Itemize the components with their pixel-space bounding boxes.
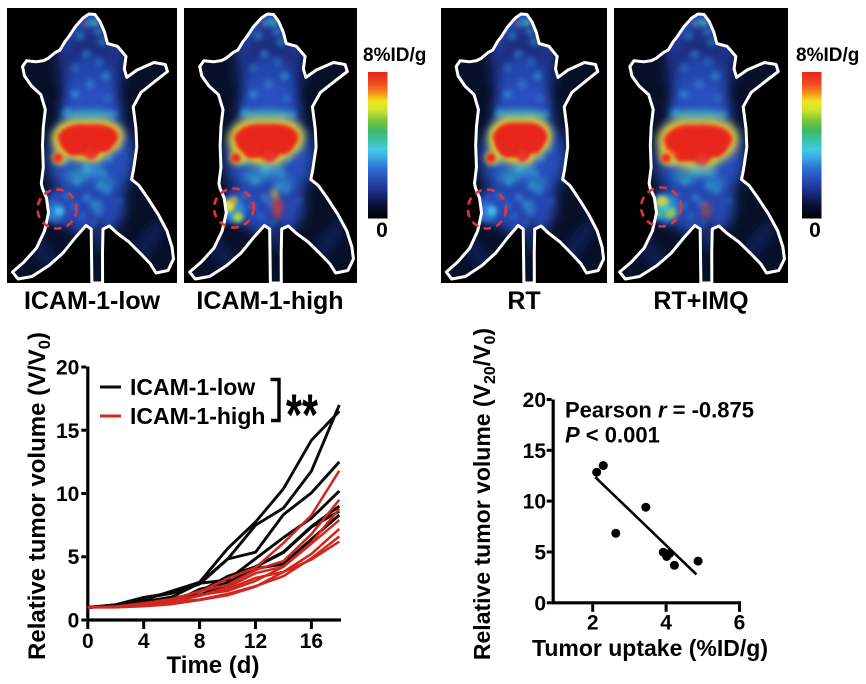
svg-text:ICAM-1-high: ICAM-1-high [196, 287, 343, 315]
svg-text:RT+IMQ: RT+IMQ [653, 287, 748, 315]
svg-text:4: 4 [660, 612, 672, 635]
svg-text:0: 0 [82, 630, 94, 653]
svg-text:0: 0 [534, 592, 546, 615]
svg-text:Tumor uptake (%ID/g): Tumor uptake (%ID/g) [532, 635, 768, 661]
svg-text:8: 8 [194, 630, 206, 653]
svg-text:2: 2 [587, 612, 599, 635]
svg-text:20: 20 [523, 389, 546, 412]
svg-text:0: 0 [376, 219, 388, 242]
svg-text:Pearson r = -0.875: Pearson r = -0.875 [565, 398, 754, 423]
svg-text:8%ID/g: 8%ID/g [363, 45, 426, 66]
svg-text:0: 0 [68, 610, 80, 633]
svg-text:ICAM-1-low: ICAM-1-low [24, 287, 161, 315]
svg-text:12: 12 [244, 630, 267, 653]
svg-text:Relative tumor volume (V/V0): Relative tumor volume (V/V0) [24, 332, 54, 660]
svg-text:15: 15 [523, 440, 547, 463]
svg-text:RT: RT [507, 287, 540, 315]
svg-text:15: 15 [56, 420, 80, 443]
svg-text:10: 10 [523, 491, 546, 514]
svg-text:Time (d): Time (d) [167, 652, 260, 679]
svg-text:4: 4 [138, 630, 150, 653]
svg-text:ICAM-1-low: ICAM-1-low [130, 374, 255, 400]
svg-text:0: 0 [809, 219, 821, 242]
svg-text:ICAM-1-high: ICAM-1-high [130, 403, 265, 429]
svg-text:P < 0.001: P < 0.001 [565, 423, 660, 448]
svg-text:5: 5 [68, 546, 80, 569]
svg-text:5: 5 [534, 542, 546, 565]
svg-text:16: 16 [300, 630, 323, 653]
svg-text:8%ID/g: 8%ID/g [796, 45, 859, 66]
svg-text:6: 6 [734, 612, 746, 635]
svg-text:10: 10 [56, 483, 79, 506]
svg-text:20: 20 [56, 357, 79, 380]
